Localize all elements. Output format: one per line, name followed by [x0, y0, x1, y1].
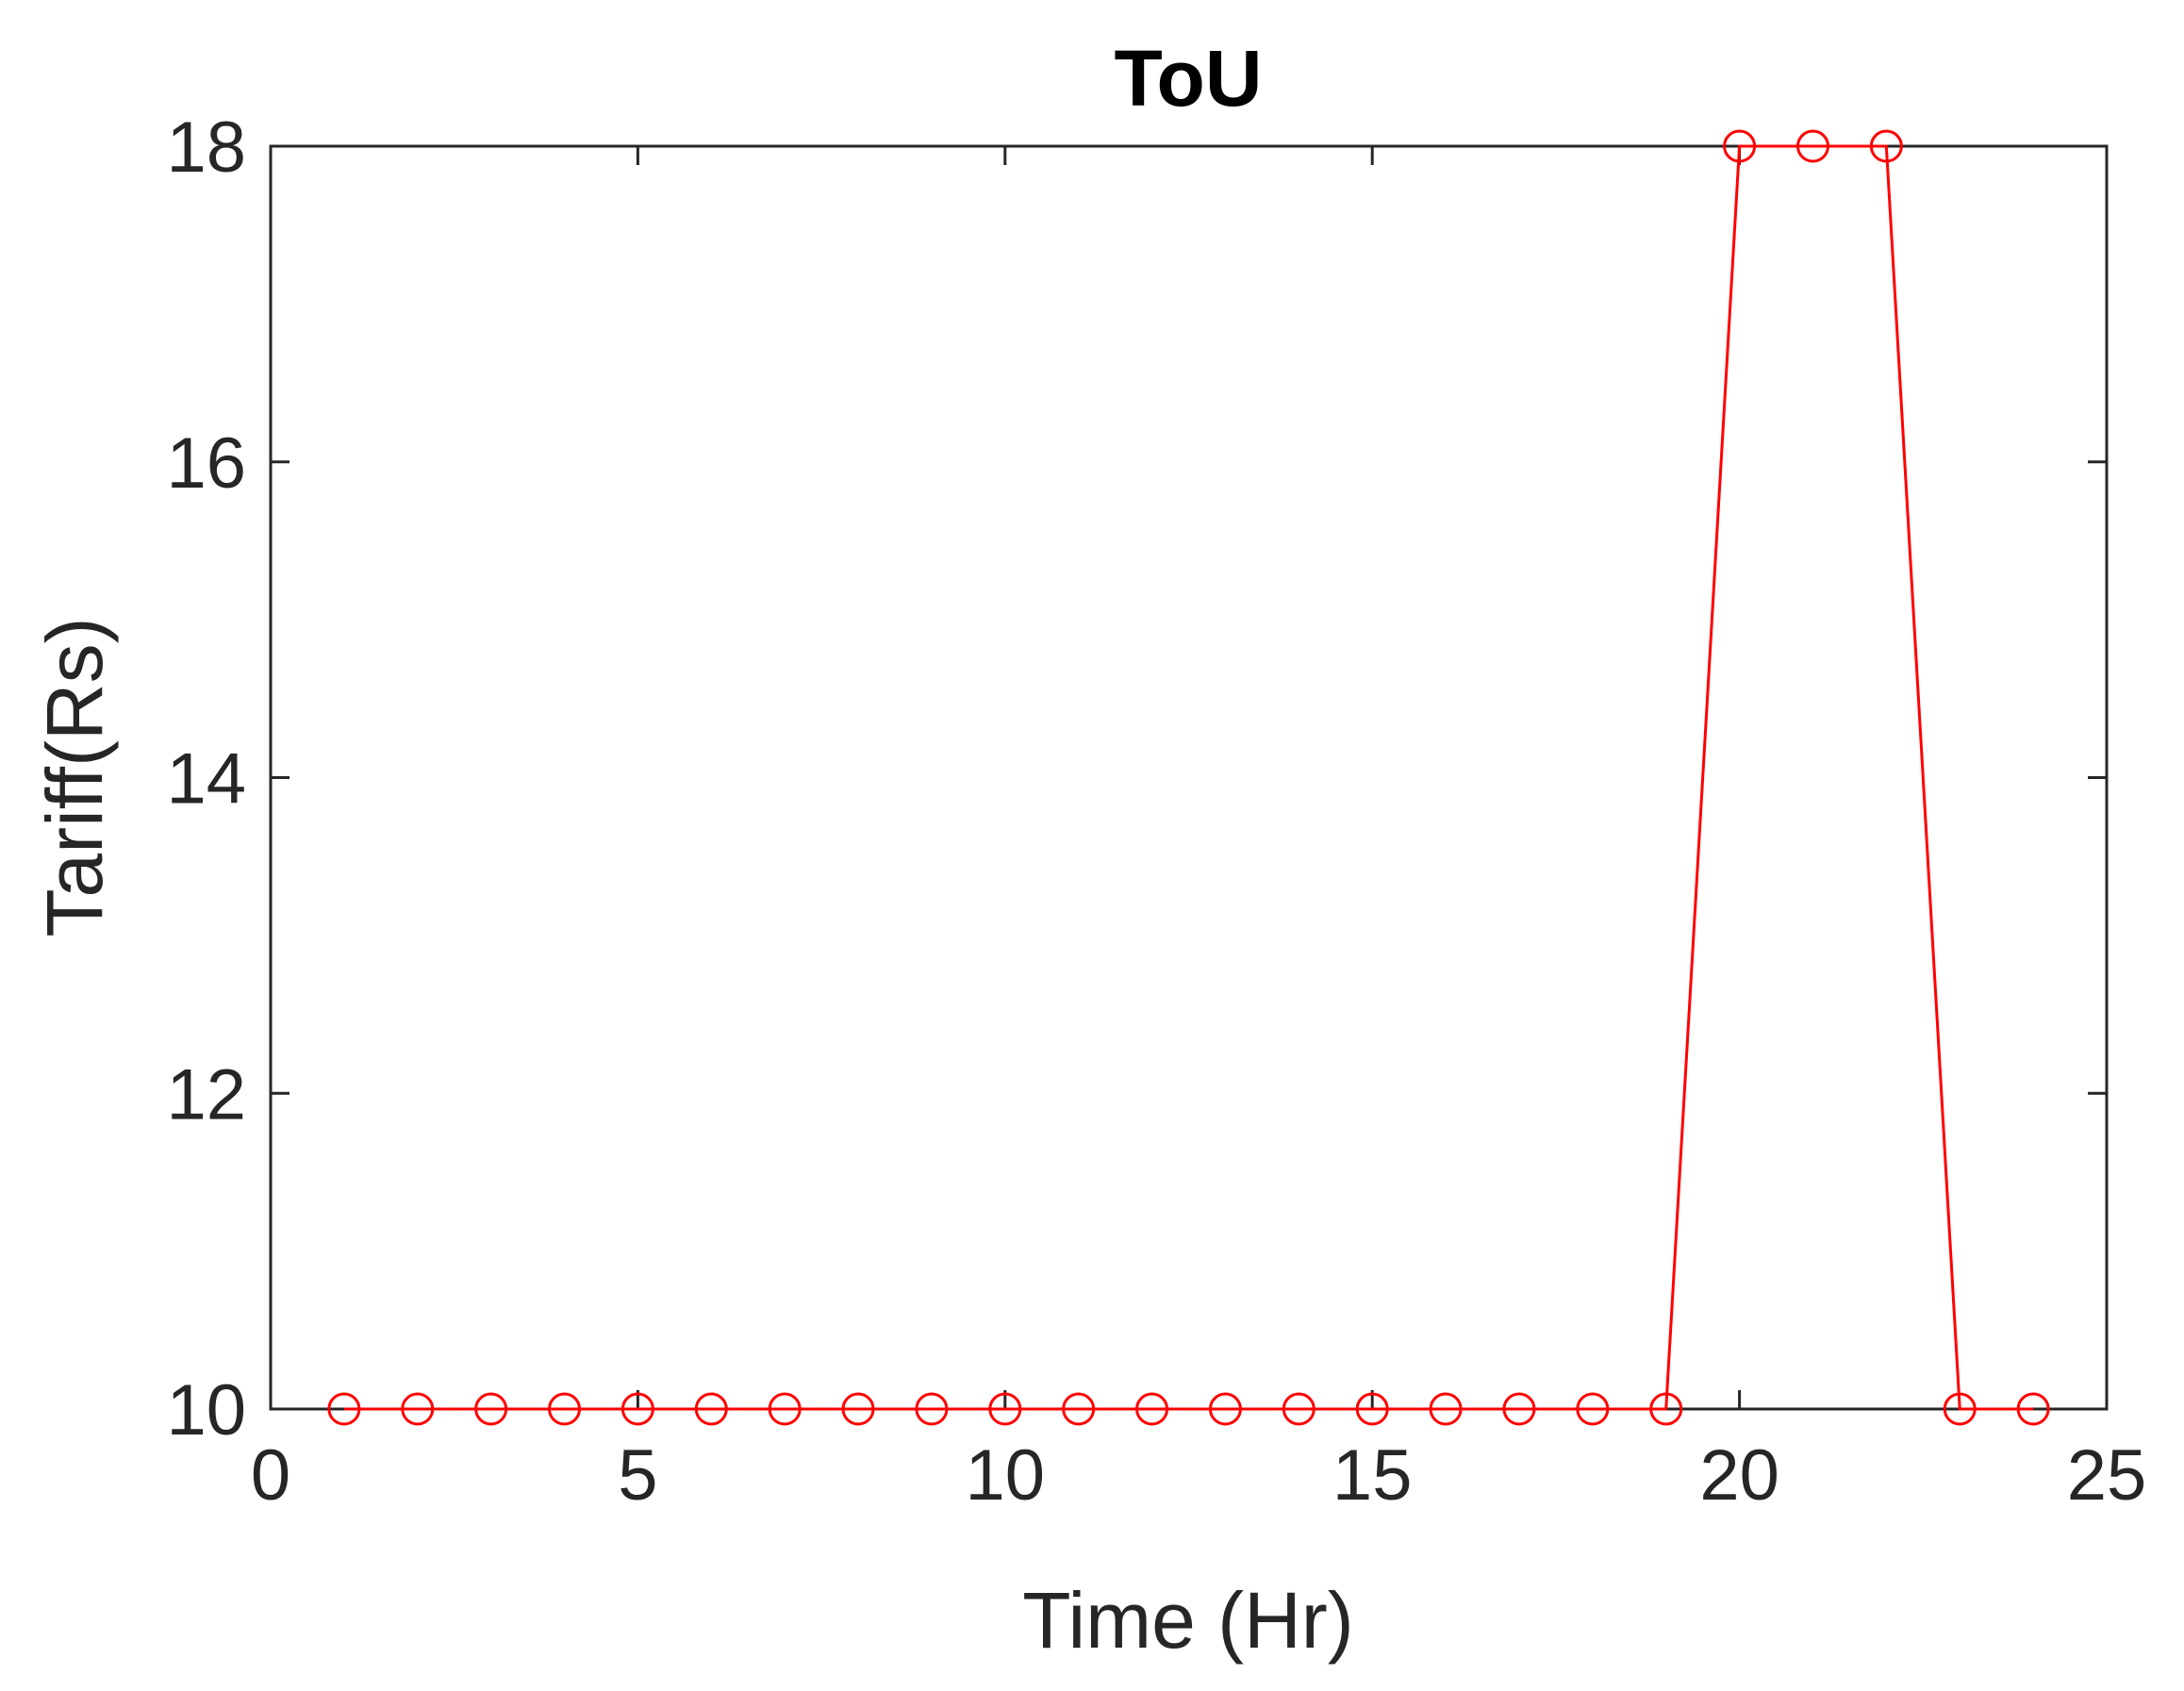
data-point — [1576, 1392, 1610, 1426]
x-tick-label: 0 — [251, 1435, 290, 1516]
data-point — [327, 1392, 361, 1426]
data-point — [1282, 1392, 1315, 1426]
y-tick-label: 12 — [166, 1054, 246, 1135]
data-point — [841, 1392, 875, 1426]
data-point — [1208, 1392, 1242, 1426]
data-point — [1869, 129, 1903, 163]
series-layer — [327, 129, 2050, 1426]
data-point — [620, 1392, 654, 1426]
data-point — [1502, 1392, 1536, 1426]
series-line — [343, 144, 2034, 1411]
x-axis-label: Time (Hr) — [1022, 1576, 1353, 1665]
data-point — [1355, 1392, 1389, 1426]
data-point — [2016, 1392, 2050, 1426]
y-tick-label: 14 — [166, 739, 246, 820]
y-tick-label: 16 — [166, 423, 246, 504]
data-point — [768, 1392, 802, 1426]
data-point — [474, 1392, 508, 1426]
data-point — [1723, 129, 1757, 163]
data-point — [1429, 1392, 1463, 1426]
data-point — [401, 1392, 435, 1426]
data-point — [694, 1392, 728, 1426]
x-tick-label: 20 — [1699, 1435, 1779, 1516]
data-point — [548, 1392, 582, 1426]
y-axis-label: Tariff(Rs) — [30, 617, 119, 937]
x-tick-label: 15 — [1332, 1435, 1413, 1516]
chart-title: ToU — [1114, 34, 1262, 123]
axis-tick-labels: 0 5 10 15 20 25 10 12 14 16 18 — [166, 108, 2146, 1516]
y-tick-label: 18 — [166, 108, 246, 188]
data-point — [1062, 1392, 1096, 1426]
data-point — [1943, 1392, 1977, 1426]
x-tick-label: 10 — [966, 1435, 1046, 1516]
x-tick-label: 25 — [2067, 1435, 2147, 1516]
data-point — [915, 1392, 949, 1426]
data-point — [988, 1392, 1022, 1426]
data-point — [1649, 1392, 1683, 1426]
y-tick-label: 10 — [166, 1370, 246, 1451]
data-point — [1795, 129, 1829, 163]
data-point — [1135, 1392, 1169, 1426]
x-tick-label: 5 — [618, 1435, 657, 1516]
